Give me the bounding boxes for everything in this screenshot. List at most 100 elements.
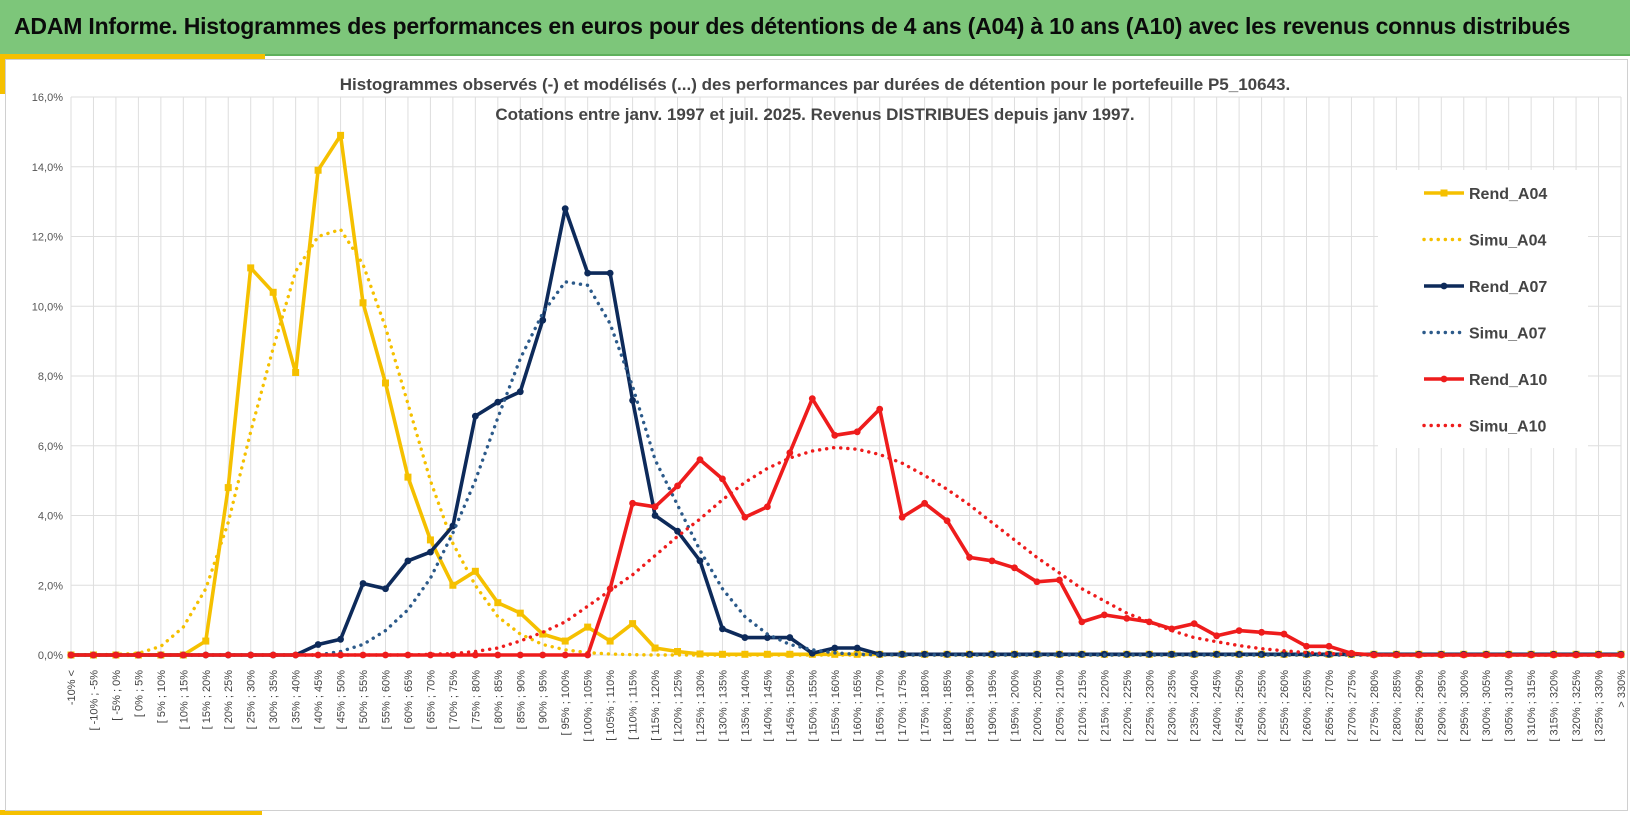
x-tick-label: [ 20% ; 25% xyxy=(223,670,235,730)
marker-rend-a07 xyxy=(337,635,344,643)
marker-rend-a07 xyxy=(471,412,479,420)
marker-rend-a10 xyxy=(404,651,412,659)
marker-rend-a07 xyxy=(853,644,861,652)
legend-label-rend-a07: Rend_A07 xyxy=(1469,279,1547,296)
marker-rend-a10 xyxy=(561,651,569,659)
marker-rend-a10 xyxy=(786,449,794,457)
marker-rend-a10 xyxy=(629,499,636,507)
marker-rend-a04 xyxy=(763,650,771,658)
accent-bar-left xyxy=(0,54,5,94)
marker-rend-a10 xyxy=(247,651,255,659)
marker-rend-a07 xyxy=(719,625,726,633)
marker-rend-a10 xyxy=(1348,649,1355,657)
x-tick-label: [ 260% ; 265% xyxy=(1302,670,1314,742)
marker-rend-a10 xyxy=(157,651,165,659)
x-tick-label: [ 270% ; 275% xyxy=(1346,670,1358,742)
x-tick-label: [ 265% ; 270% xyxy=(1324,670,1336,742)
x-tick-label: [ 310% ; 315% xyxy=(1526,670,1538,742)
x-tick-label: [ 160% ; 165% xyxy=(852,670,864,742)
y-tick-label: 14,0% xyxy=(32,162,63,174)
x-tick-label: [ 90% ; 95% xyxy=(538,670,550,730)
marker-rend-a07 xyxy=(449,522,457,530)
x-tick-label: [ 70% ; 75% xyxy=(448,670,460,730)
x-tick-label: [ 110% ; 115% xyxy=(628,670,640,740)
marker-rend-a10 xyxy=(966,553,973,561)
x-tick-label: [ 305% ; 310% xyxy=(1504,670,1516,742)
x-tick-label: [ 80% ; 85% xyxy=(493,670,505,730)
x-tick-label: [ 225% ; 230% xyxy=(1144,670,1156,742)
x-tick-label: [ 85% ; 90% xyxy=(515,670,527,730)
y-tick-label: 10,0% xyxy=(32,301,63,313)
marker-rend-a07 xyxy=(584,269,592,277)
marker-rend-a10 xyxy=(876,405,884,413)
marker-rend-a10 xyxy=(1123,614,1131,622)
marker-rend-a07 xyxy=(427,548,434,556)
marker-rend-a04 xyxy=(786,650,794,658)
marker-rend-a04 xyxy=(629,620,637,628)
marker-rend-a04 xyxy=(494,599,502,607)
marker-rend-a04 xyxy=(449,581,457,589)
marker-rend-a10 xyxy=(584,651,592,659)
marker-rend-a10 xyxy=(898,513,906,521)
series-simu-a10 xyxy=(69,445,1623,657)
x-tick-label: [ 155% ; 160% xyxy=(830,670,842,742)
marker-rend-a10 xyxy=(674,482,681,490)
line-simu-a10 xyxy=(69,445,1623,657)
marker-rend-a04 xyxy=(404,473,412,481)
marker-rend-a07 xyxy=(359,580,367,587)
x-tick-label: [ 290% ; 295% xyxy=(1436,670,1448,742)
x-tick-label: [ -10% ; -5% xyxy=(88,670,100,731)
x-tick-label: [ 120% ; 125% xyxy=(673,670,685,742)
marker-rend-a10 xyxy=(134,651,142,659)
marker-rend-a10 xyxy=(1303,642,1310,650)
x-tick-label: [ 5% ; 10% xyxy=(156,670,168,723)
marker-rend-a10 xyxy=(1505,651,1513,659)
marker-rend-a10 xyxy=(1617,651,1625,659)
x-tick-label: [ 210% ; 215% xyxy=(1077,670,1089,742)
x-tick-label: [ 165% ; 170% xyxy=(875,670,887,742)
marker-rend-a10 xyxy=(943,517,951,525)
x-tick-label: [ 75% ; 80% xyxy=(470,670,482,730)
x-tick-label: [ 175% ; 180% xyxy=(920,670,932,742)
x-tick-label: [ 135% ; 140% xyxy=(740,670,752,742)
accent-bar-bottom xyxy=(0,810,262,815)
marker-rend-a04 xyxy=(381,379,389,387)
marker-rend-a07 xyxy=(494,398,502,406)
marker-rend-a04 xyxy=(606,637,614,645)
x-tick-label: [ 280% ; 285% xyxy=(1391,670,1403,742)
x-tick-label: [ 170% ; 175% xyxy=(897,670,909,742)
y-tick-label: 12,0% xyxy=(32,232,63,244)
y-axis-ticks: 0,0% 2,0% 4,0% 6,0% 8,0% 10,0% 12,0% 14,0% 16,0% xyxy=(32,92,63,662)
marker-rend-a07 xyxy=(741,634,749,641)
marker-rend-a04 xyxy=(224,484,232,492)
legend-marker-rend-a04 xyxy=(1440,189,1448,197)
x-tick-label: [ 245% ; 250% xyxy=(1234,670,1246,742)
marker-rend-a07 xyxy=(606,269,614,277)
legend-label-simu-a07: Simu_A07 xyxy=(1469,326,1546,343)
marker-rend-a10 xyxy=(1235,627,1243,634)
marker-rend-a10 xyxy=(808,395,816,403)
x-tick-label: [ 250% ; 255% xyxy=(1257,670,1269,742)
marker-rend-a10 xyxy=(1078,618,1086,626)
x-tick-label: [ 295% ; 300% xyxy=(1459,670,1471,742)
marker-rend-a07 xyxy=(314,641,322,648)
marker-rend-a04 xyxy=(651,644,659,652)
marker-rend-a10 xyxy=(921,499,929,507)
marker-rend-a07 xyxy=(404,557,412,565)
x-tick-label: -10% < xyxy=(66,670,78,705)
x-tick-label: [ 30% ; 35% xyxy=(268,670,280,730)
x-tick-label: [ 40% ; 45% xyxy=(313,670,325,730)
legend: Rend_A04 Simu_A04 Rend_A07 Simu_A07 Rend_A10… xyxy=(1378,170,1588,448)
marker-rend-a10 xyxy=(539,651,547,659)
x-tick-label: [ 285% ; 290% xyxy=(1414,670,1426,742)
marker-rend-a07 xyxy=(898,650,906,658)
x-tick-label: [ 15% ; 20% xyxy=(201,670,213,730)
legend-box xyxy=(1378,170,1588,448)
marker-rend-a04 xyxy=(359,299,367,307)
marker-rend-a10 xyxy=(1033,578,1041,586)
accent-bar-top xyxy=(0,54,265,59)
marker-rend-a10 xyxy=(651,503,659,511)
marker-rend-a10 xyxy=(853,428,861,436)
legend-marker-rend-a07 xyxy=(1440,282,1448,290)
